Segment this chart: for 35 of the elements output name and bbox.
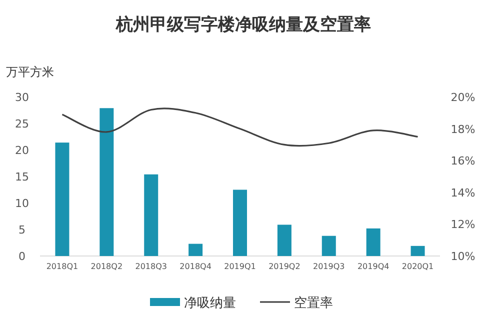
bar <box>410 246 425 256</box>
bar <box>100 108 114 256</box>
x-tick-label: 2019Q3 <box>313 262 345 271</box>
y-tick-label: 15 <box>15 170 29 184</box>
bar <box>277 224 292 256</box>
x-tick-label: 2019Q4 <box>357 262 390 271</box>
x-tick-label: 2019Q1 <box>224 262 256 271</box>
y2-tick-label: 10% <box>450 250 476 263</box>
y2-tick-label: 12% <box>450 218 476 232</box>
y-tick-label: 25 <box>15 118 29 130</box>
y-tick-label: 30 <box>15 91 29 104</box>
x-tick-label: 2019Q2 <box>268 262 300 271</box>
bar <box>144 174 158 256</box>
y2-tick-label: 14% <box>450 186 476 200</box>
legend-label: 净吸纳量 <box>184 296 236 311</box>
x-tick-label: 2018Q2 <box>90 262 123 271</box>
y2-tick-label: 20% <box>450 91 476 104</box>
y-axis-title: 万平方米 <box>6 65 54 79</box>
chart-title: 杭州甲级写字楼净吸纳量及空置率 <box>115 15 371 35</box>
y-tick-label: 10 <box>15 197 29 210</box>
x-tick-label: 2020Q1 <box>402 262 434 271</box>
x-tick-label: 2018Q4 <box>180 262 212 271</box>
y-tick-label: 0 <box>18 250 26 263</box>
y-tick-label: 20 <box>15 144 29 157</box>
bar <box>188 244 203 256</box>
y-tick-label: 5 <box>18 224 26 236</box>
x-tick-label: 2018Q3 <box>135 262 167 271</box>
y2-tick-label: 18% <box>450 122 476 136</box>
bar <box>233 190 247 256</box>
legend-label: 空置率 <box>294 295 333 311</box>
bar <box>366 228 380 256</box>
x-tick-label: 2018Q1 <box>46 262 78 271</box>
bar <box>322 236 336 256</box>
bar <box>55 142 70 256</box>
y2-tick-label: 16% <box>450 154 476 168</box>
